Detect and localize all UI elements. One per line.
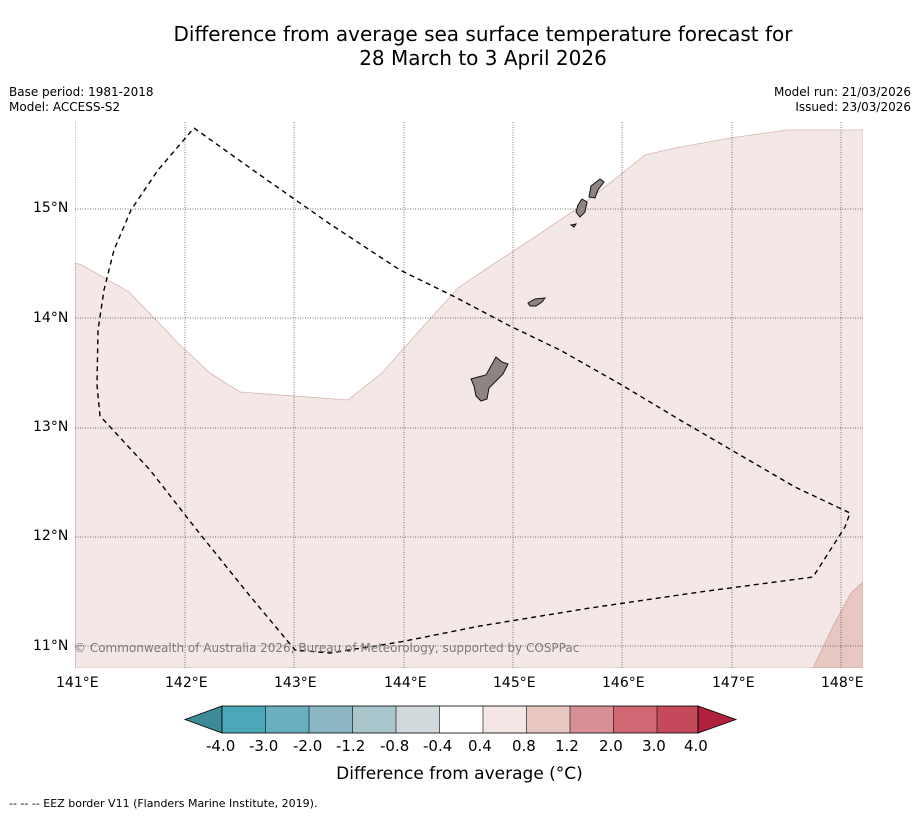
lat-label: 13°N bbox=[33, 419, 69, 435]
island-guam bbox=[470, 356, 509, 402]
lon-label: 141°E bbox=[56, 675, 99, 691]
anomaly-region-0-8-1-2 bbox=[812, 581, 863, 668]
colorbar-swatch bbox=[309, 706, 353, 733]
colorbar-tick: 2.0 bbox=[599, 737, 623, 755]
colorbar-tick: -2.0 bbox=[293, 737, 323, 755]
colorbar-swatch bbox=[439, 706, 483, 733]
lat-label: 12°N bbox=[33, 528, 69, 544]
model-run-text: Model run: 21/03/2026 bbox=[773, 85, 911, 99]
island-saipan bbox=[588, 178, 605, 199]
colorbar-swatch bbox=[657, 706, 698, 733]
colorbar-tick: 0.4 bbox=[468, 737, 492, 755]
island-tinian bbox=[575, 198, 588, 218]
island-aguijan bbox=[569, 223, 578, 228]
issued-text: Issued: 23/03/2026 bbox=[795, 100, 911, 114]
lon-label: 143°E bbox=[274, 675, 317, 691]
title-line-1: Difference from average sea surface temp… bbox=[173, 22, 793, 46]
colorbar-dividers bbox=[265, 706, 658, 733]
colorbar-swatch bbox=[613, 706, 657, 733]
colorbar-tick: -3.0 bbox=[249, 737, 279, 755]
eez-border-line bbox=[96, 127, 851, 654]
colorbar-tick: 0.8 bbox=[512, 737, 536, 755]
lat-label: 15°N bbox=[33, 200, 69, 216]
colorbar-outline bbox=[221, 705, 699, 734]
colorbar-tick: 4.0 bbox=[684, 737, 708, 755]
colorbar-swatch bbox=[526, 706, 570, 733]
lon-label: 144°E bbox=[384, 675, 427, 691]
colorbar-tick: 1.2 bbox=[555, 737, 579, 755]
island-rota bbox=[527, 297, 547, 307]
lat-label: 11°N bbox=[33, 638, 69, 654]
eez-legend-text: -- -- -- EEZ border V11 (Flanders Marine… bbox=[9, 797, 318, 810]
colorbar-swatch bbox=[352, 706, 396, 733]
gridlines bbox=[75, 122, 863, 668]
lon-label: 142°E bbox=[165, 675, 208, 691]
meta-right: Model run: 21/03/2026 Issued: 23/03/2026 bbox=[774, 85, 911, 115]
colorbar-swatch bbox=[483, 706, 527, 733]
colorbar-tick: -1.2 bbox=[336, 737, 366, 755]
model-text: Model: ACCESS-S2 bbox=[9, 100, 121, 114]
lat-label: 14°N bbox=[33, 310, 69, 326]
anomaly-region-0-4-0-8 bbox=[75, 129, 863, 668]
colorbar-tick: -4.0 bbox=[206, 737, 236, 755]
title-line-2: 28 March to 3 April 2026 bbox=[359, 46, 607, 70]
lon-label: 146°E bbox=[602, 675, 645, 691]
meta-left: Base period: 1981-2018 Model: ACCESS-S2 bbox=[9, 85, 154, 115]
chart-title: Difference from average sea surface temp… bbox=[0, 22, 919, 70]
colorbar-swatch bbox=[222, 706, 266, 733]
colorbar-tick: -0.4 bbox=[423, 737, 453, 755]
lon-label: 145°E bbox=[493, 675, 536, 691]
copyright-text: © Commonwealth of Australia 2026, Bureau… bbox=[74, 641, 580, 655]
colorbar-swatch bbox=[396, 706, 440, 733]
lon-label: 148°E bbox=[821, 675, 864, 691]
colorbar-tick: -0.8 bbox=[380, 737, 410, 755]
colorbar-swatch bbox=[265, 706, 309, 733]
colorbar-tick: 3.0 bbox=[642, 737, 666, 755]
lon-label: 147°E bbox=[712, 675, 755, 691]
colorbar bbox=[183, 705, 738, 734]
islands bbox=[470, 178, 605, 402]
colorbar-extend-low bbox=[183, 705, 223, 734]
colorbar-extend-high bbox=[697, 705, 738, 734]
base-period-text: Base period: 1981-2018 bbox=[9, 85, 154, 99]
colorbar-label: Difference from average (°C) bbox=[336, 764, 583, 784]
colorbar-swatch bbox=[570, 706, 614, 733]
